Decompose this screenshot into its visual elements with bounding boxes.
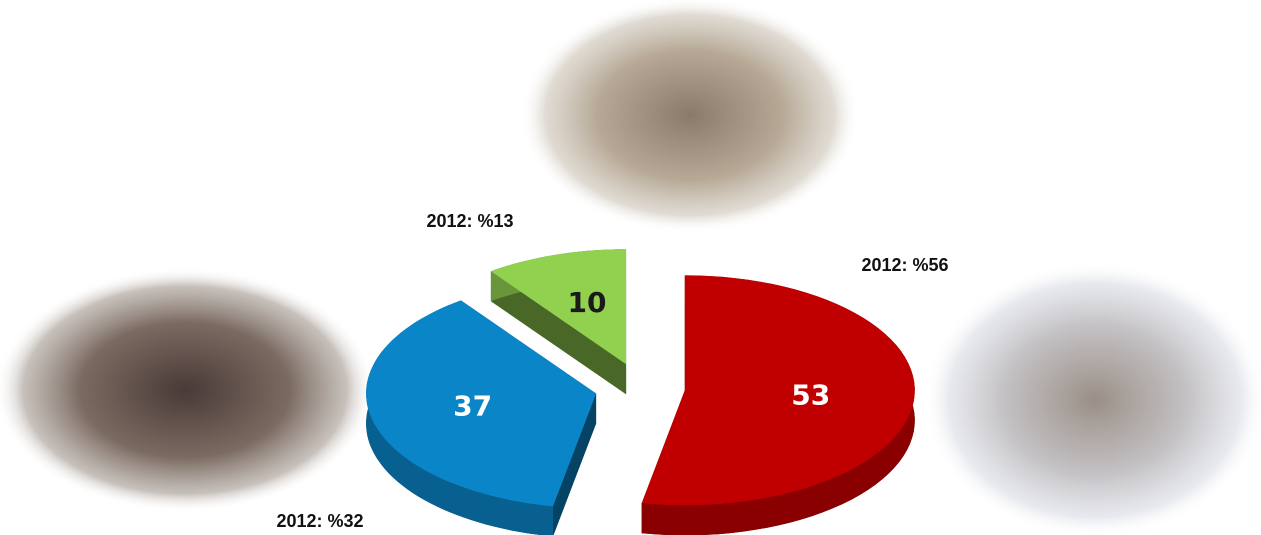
photo-mall-hall	[923, 262, 1261, 535]
data-label: 37	[453, 389, 492, 422]
slice-side	[641, 275, 915, 535]
photo-mall-atrium	[0, 268, 375, 512]
slice	[366, 300, 597, 507]
slice-radial-face	[490, 271, 627, 395]
annotation: 2012: %32	[276, 511, 363, 531]
slice	[641, 275, 915, 506]
photo-street	[520, 0, 860, 233]
annotation: 2012: %56	[861, 255, 948, 275]
slice-radial-face	[553, 393, 597, 535]
annotation: 2012: %13	[426, 211, 513, 231]
slice-side	[366, 300, 553, 535]
slice	[490, 249, 627, 365]
data-label: 10	[568, 286, 607, 319]
data-label: 53	[791, 378, 830, 411]
